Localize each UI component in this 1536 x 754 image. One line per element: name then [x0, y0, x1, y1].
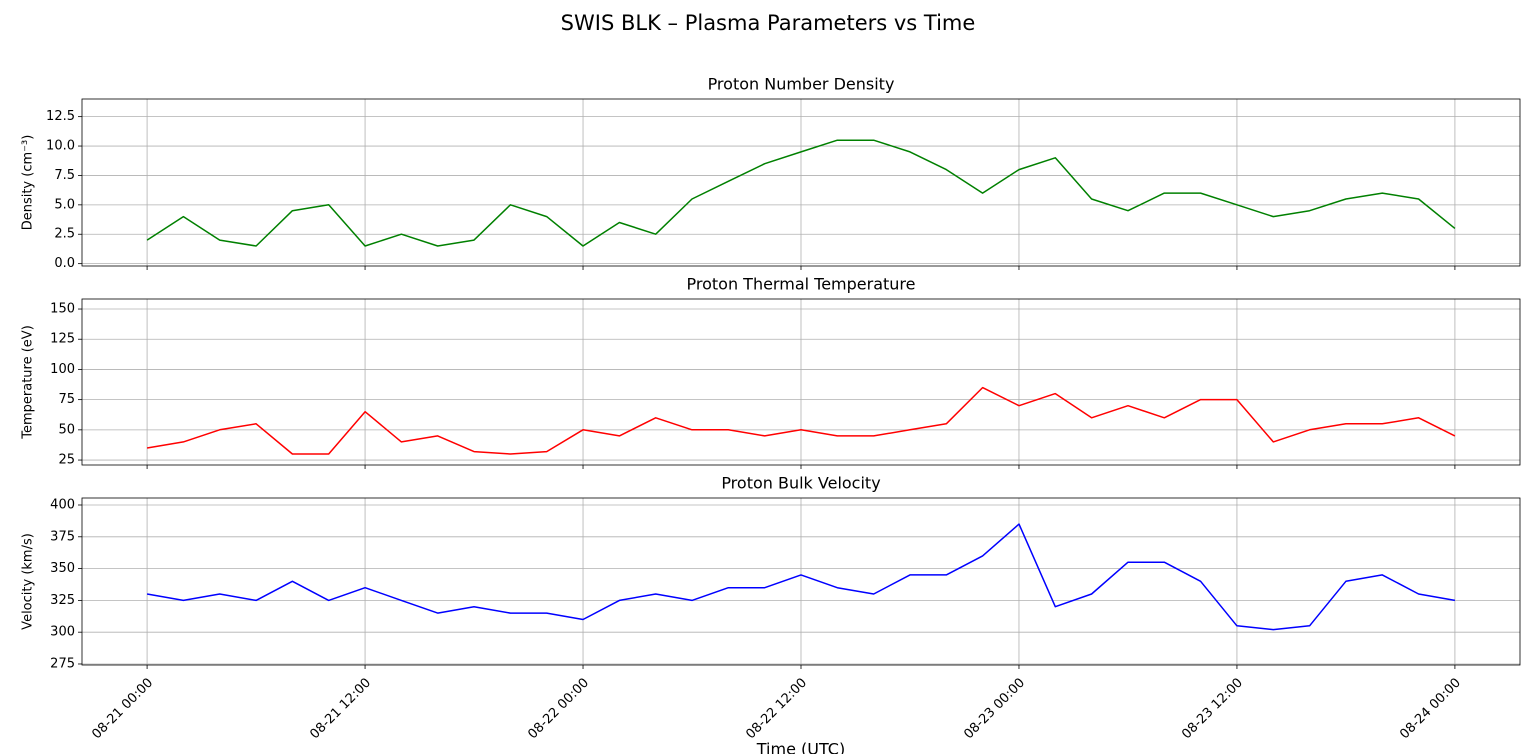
y-tick-label: 150 — [50, 302, 75, 317]
y-tick-label: 400 — [50, 497, 75, 512]
y-tick-label: 350 — [50, 561, 75, 576]
y-axis-label: Density (cm⁻³) — [21, 135, 36, 231]
y-tick-label: 300 — [50, 625, 75, 640]
x-tick-label: 08-23 12:00 — [1179, 675, 1246, 742]
y-tick-label: 2.5 — [54, 227, 75, 242]
x-tick-label: 08-23 00:00 — [961, 675, 1028, 742]
y-tick-label: 75 — [58, 392, 75, 407]
y-tick-label: 0.0 — [54, 256, 75, 271]
data-line — [146, 523, 1456, 631]
y-tick-label: 375 — [50, 529, 75, 544]
panel-title: Proton Number Density — [708, 75, 895, 94]
y-tick-label: 100 — [50, 362, 75, 377]
panel-title: Proton Thermal Temperature — [687, 275, 916, 294]
y-tick-label: 25 — [58, 453, 75, 468]
x-tick-label: 08-21 12:00 — [307, 675, 374, 742]
x-tick-label: 08-21 00:00 — [89, 675, 156, 742]
x-axis-label: Time (UTC) — [756, 740, 845, 754]
x-tick-label: 08-24 00:00 — [1397, 675, 1464, 742]
y-tick-label: 275 — [50, 656, 75, 671]
y-tick-label: 125 — [50, 332, 75, 347]
panel-title: Proton Bulk Velocity — [721, 474, 880, 493]
y-tick-label: 7.5 — [54, 168, 75, 183]
y-tick-label: 325 — [50, 593, 75, 608]
y-tick-label: 12.5 — [46, 109, 75, 124]
data-line — [146, 139, 1456, 247]
y-tick-label: 10.0 — [46, 139, 75, 154]
y-tick-label: 50 — [58, 422, 75, 437]
x-tick-label: 08-22 00:00 — [525, 675, 592, 742]
x-tick-label: 08-22 12:00 — [743, 675, 810, 742]
plot-frame — [81, 98, 1521, 267]
figure-title: SWIS BLK – Plasma Parameters vs Time — [561, 11, 976, 35]
data-line — [146, 386, 1456, 455]
plot-frame — [81, 497, 1521, 666]
plot-frame — [81, 298, 1521, 466]
y-axis-label: Temperature (eV) — [21, 325, 36, 440]
y-axis-label: Velocity (km/s) — [21, 533, 36, 630]
y-tick-label: 5.0 — [54, 197, 75, 212]
